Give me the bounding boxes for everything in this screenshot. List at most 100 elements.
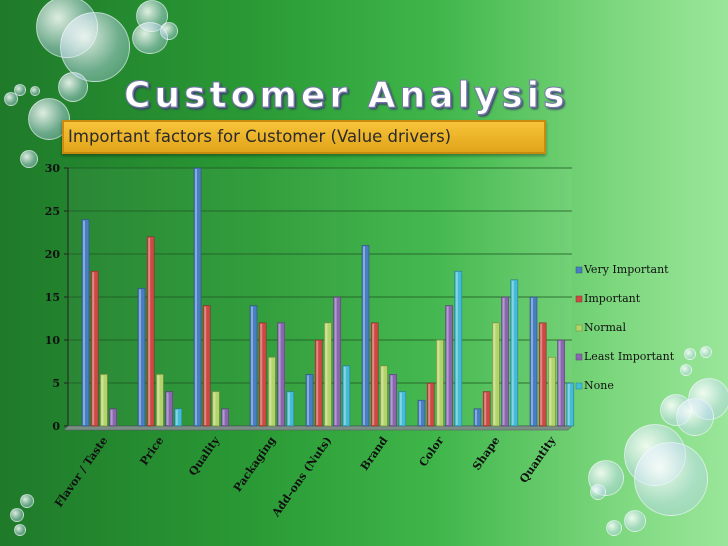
bar-highlight — [399, 392, 402, 425]
bar-highlight — [204, 306, 207, 425]
bar-highlight — [157, 375, 160, 425]
bar — [426, 382, 435, 427]
bar-highlight — [437, 341, 440, 425]
bar — [482, 391, 491, 427]
x-tick-label: Brand — [358, 434, 391, 473]
bar-highlight — [372, 323, 375, 425]
decorative-bubble — [14, 524, 26, 536]
bar — [81, 219, 90, 427]
decorative-bubble — [606, 520, 622, 536]
bar — [305, 374, 314, 427]
bar — [258, 322, 267, 427]
y-tick-label: 10 — [45, 334, 61, 347]
bar — [548, 356, 556, 427]
legend-swatch — [575, 382, 583, 390]
decorative-bubble — [700, 346, 712, 358]
decorative-bubble — [676, 398, 714, 436]
bar-highlight — [222, 409, 225, 425]
legend-label: Important — [584, 292, 641, 305]
bar — [174, 408, 183, 427]
bar-highlight — [251, 306, 253, 425]
bar — [417, 399, 426, 427]
bar-highlight — [381, 366, 384, 425]
x-tick-label: Price — [137, 434, 166, 468]
decorative-bubble — [14, 84, 26, 96]
decorative-bubble — [590, 484, 606, 500]
bar — [165, 391, 173, 427]
bar-highlight — [419, 401, 421, 425]
legend-label: Normal — [584, 321, 626, 334]
legend-swatch — [575, 353, 583, 361]
bar — [473, 408, 482, 427]
decorative-bubble — [10, 508, 24, 522]
bar-highlight — [278, 323, 281, 425]
bar-highlight — [325, 323, 328, 425]
bar-highlight — [148, 237, 151, 425]
bar — [370, 322, 379, 427]
bar — [286, 391, 295, 427]
bar — [557, 339, 565, 427]
bar — [333, 296, 341, 427]
x-tick-label: Flavor / Taste — [52, 434, 110, 509]
bar-highlight — [502, 298, 505, 425]
bar-highlight — [307, 375, 309, 425]
legend-swatch — [575, 266, 583, 274]
y-tick-label: 0 — [52, 420, 60, 433]
bar — [398, 391, 407, 427]
bar — [529, 296, 538, 427]
legend-swatch — [575, 295, 583, 303]
bar-highlight — [175, 409, 178, 425]
bar-highlight — [475, 409, 477, 425]
bar-highlight — [455, 272, 458, 425]
bar — [137, 288, 146, 427]
x-tick-label: Quantity — [517, 434, 559, 486]
y-tick-label: 30 — [45, 162, 61, 175]
bar — [389, 374, 397, 427]
bar — [566, 382, 575, 427]
decorative-bubble — [680, 364, 692, 376]
decorative-bubble — [60, 12, 130, 82]
bar — [268, 356, 276, 427]
bar-highlight — [446, 306, 449, 425]
x-axis-floor — [63, 425, 573, 431]
slide-subtitle: Important factors for Customer (Value dr… — [62, 120, 546, 154]
bar — [342, 365, 351, 427]
legend-label: Very Important — [583, 263, 669, 276]
bar-highlight — [316, 341, 319, 425]
bar-highlight — [101, 375, 104, 425]
y-tick-label: 25 — [45, 205, 60, 218]
bar — [202, 305, 211, 427]
bar — [510, 279, 519, 427]
bar — [436, 339, 444, 427]
decorative-bubble — [624, 510, 646, 532]
decorative-bubble — [684, 348, 696, 360]
decorative-bubble — [588, 460, 624, 496]
bar — [361, 245, 370, 427]
bar — [380, 365, 388, 427]
bar — [212, 391, 220, 427]
bar — [538, 322, 547, 427]
bar-highlight — [334, 298, 337, 425]
decorative-bubble — [4, 92, 18, 106]
bar — [90, 270, 99, 427]
bar-highlight — [195, 169, 197, 425]
y-tick-label: 20 — [45, 248, 61, 261]
bar — [501, 296, 509, 427]
bar — [249, 305, 258, 427]
bar-highlight — [549, 358, 552, 425]
bar — [314, 339, 323, 427]
bar — [109, 408, 117, 427]
decorative-bubble — [58, 72, 88, 102]
x-tick-label: Quality — [186, 434, 223, 478]
bar-highlight — [363, 246, 365, 425]
bar-highlight — [287, 392, 290, 425]
bar-highlight — [269, 358, 272, 425]
decorative-bubble — [20, 494, 34, 508]
bar — [324, 322, 332, 427]
legend-swatch — [575, 324, 583, 332]
bar-highlight — [343, 366, 346, 425]
bar-highlight — [540, 323, 543, 425]
y-tick-label: 5 — [52, 377, 60, 390]
bar — [146, 236, 155, 427]
